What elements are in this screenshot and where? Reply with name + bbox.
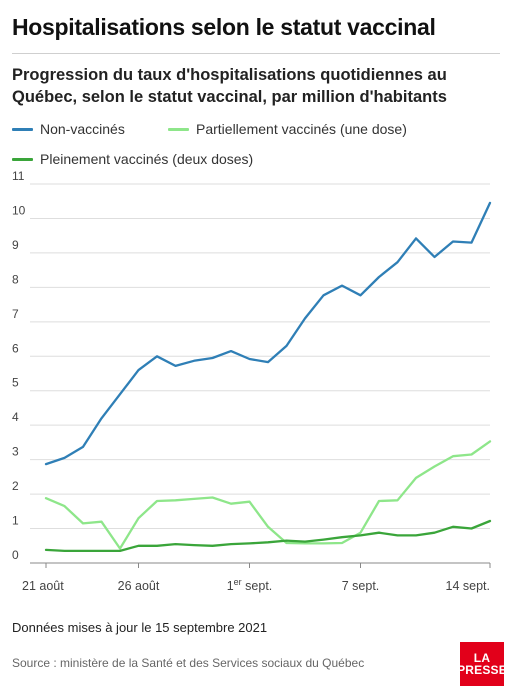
y-tick-label: 2: [12, 479, 19, 493]
source-note: Source : ministère de la Santé et des Se…: [12, 656, 365, 670]
y-tick-label: 10: [12, 203, 26, 217]
chart-title: Hospitalisations selon le statut vaccina…: [12, 14, 436, 40]
y-tick-label: 9: [12, 238, 19, 252]
y-tick-label: 5: [12, 376, 19, 390]
legend-label-pleinement: Pleinement vaccinés (deux doses): [40, 151, 254, 167]
x-tick-label: 21 août: [22, 579, 64, 593]
y-tick-label: 11: [12, 169, 25, 183]
series-line-0: [44, 201, 492, 466]
legend-label-partiellement: Partiellement vaccinés (une dose): [196, 121, 407, 137]
series-lines: [44, 201, 492, 553]
legend-label-non-vaccines: Non-vaccinés: [40, 121, 125, 137]
legend-swatch-pleinement: [12, 157, 33, 161]
x-tick-label-rest: sept.: [242, 579, 273, 593]
legend-item-pleinement: Pleinement vaccinés (deux doses): [12, 151, 253, 167]
x-tick-label: 1er sept.: [227, 577, 273, 593]
x-axis: 21 août 26 août 1er sept. 7 sept. 14 sept.: [22, 563, 491, 593]
y-tick-label: 6: [12, 341, 19, 355]
legend-item-partiellement: Partiellement vaccinés (une dose): [168, 121, 407, 137]
x-tick-label: 26 août: [118, 579, 160, 593]
y-tick-label: 3: [12, 445, 19, 459]
la-presse-logo[interactable]: LA PRESSE: [457, 642, 507, 686]
y-tick-label: 1: [12, 514, 19, 528]
x-tick-label-number: 1: [227, 579, 234, 593]
legend-swatch-non-vaccines: [12, 127, 33, 131]
x-tick-label-superscript: er: [234, 577, 242, 587]
legend-item-non-vaccines: Non-vaccinés: [12, 121, 125, 137]
logo-line-1: LA: [473, 650, 491, 665]
y-tick-label: 4: [12, 410, 19, 424]
chart-subtitle: Progression du taux d'hospitalisations q…: [12, 66, 447, 106]
legend-swatch-partiellement: [168, 127, 189, 131]
y-tick-label: 7: [12, 307, 19, 321]
series-line-1: [44, 440, 492, 550]
logo-line-2: PRESSE: [457, 663, 507, 677]
x-tick-label: 14 sept.: [446, 579, 490, 593]
series-line-2: [44, 519, 492, 553]
update-note: Données mises à jour le 15 septembre 202…: [12, 620, 268, 635]
y-tick-label: 0: [12, 548, 19, 562]
y-tick-label: 8: [12, 272, 19, 286]
y-axis: 0 1 2 3 4 5 6 7 8 9 10 11: [12, 169, 26, 562]
title-divider: [12, 53, 500, 54]
grid-lines: [30, 183, 490, 564]
x-tick-label: 7 sept.: [342, 579, 380, 593]
